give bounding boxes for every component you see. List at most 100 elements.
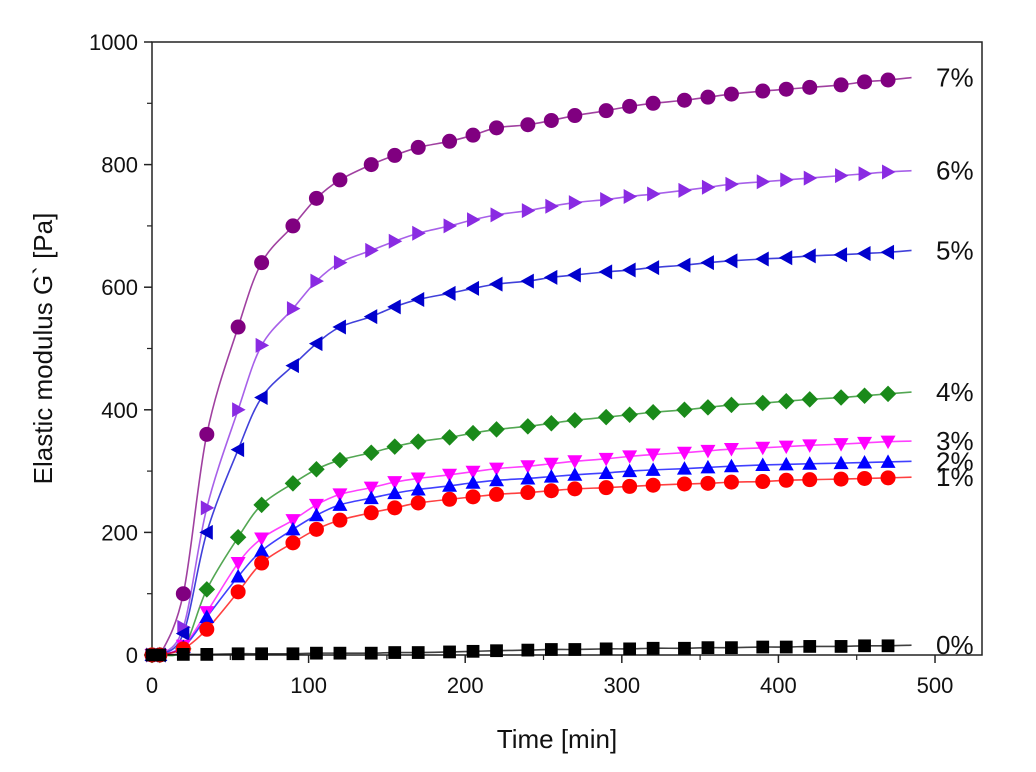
data-point	[253, 496, 270, 514]
data-point	[880, 470, 896, 486]
data-point	[230, 319, 246, 335]
data-point	[857, 436, 873, 451]
data-point	[199, 609, 215, 623]
x-tick-label: 100	[290, 673, 327, 698]
data-point	[676, 476, 692, 492]
data-point	[567, 455, 583, 469]
data-point	[780, 172, 794, 188]
data-point	[387, 500, 403, 516]
series-label: 4%	[936, 377, 974, 407]
data-point	[520, 470, 536, 485]
data-point	[410, 472, 426, 486]
data-point	[387, 476, 403, 490]
data-point	[543, 112, 559, 128]
data-point	[676, 446, 692, 461]
data-point	[363, 490, 379, 505]
data-point	[598, 452, 614, 467]
data-point	[310, 646, 323, 660]
data-point	[723, 474, 739, 490]
data-point	[465, 489, 481, 505]
data-point	[543, 415, 560, 432]
series-line	[151, 76, 912, 661]
data-point	[489, 472, 505, 487]
data-point	[199, 426, 215, 442]
data-point	[308, 507, 324, 522]
data-point	[230, 557, 246, 571]
series-markers	[143, 72, 897, 664]
data-point	[198, 581, 216, 598]
y-tick-label: 400	[101, 398, 138, 423]
data-point	[802, 248, 816, 264]
data-point	[363, 481, 379, 496]
data-point	[857, 74, 873, 90]
data-point	[200, 500, 215, 516]
data-point	[388, 233, 403, 249]
data-point	[881, 639, 895, 653]
data-point	[803, 170, 818, 186]
data-point	[520, 460, 536, 474]
data-point	[442, 285, 456, 301]
data-point	[232, 402, 246, 418]
data-point	[255, 337, 270, 353]
data-point	[255, 647, 268, 661]
series-markers-7	[145, 639, 895, 662]
data-point	[880, 435, 896, 450]
data-point	[331, 451, 349, 469]
data-point	[545, 198, 559, 214]
data-point	[285, 535, 301, 551]
data-point	[598, 264, 613, 280]
data-point	[521, 643, 535, 657]
data-point	[442, 478, 458, 492]
data-point	[441, 429, 458, 446]
data-point	[200, 648, 214, 661]
x-tick-label: 500	[917, 673, 954, 698]
data-point	[363, 505, 379, 521]
data-point	[802, 439, 818, 453]
data-point	[882, 164, 896, 180]
data-point	[778, 472, 794, 488]
data-point	[332, 488, 348, 502]
data-point	[254, 543, 270, 557]
data-point	[285, 358, 299, 374]
data-point	[835, 168, 849, 184]
data-point	[622, 98, 638, 114]
data-point	[567, 267, 581, 283]
data-point	[229, 529, 247, 546]
data-point	[801, 391, 818, 408]
data-point	[363, 157, 379, 173]
series-line	[151, 391, 912, 657]
y-tick-label: 0	[126, 643, 138, 668]
data-point	[779, 640, 793, 654]
data-point	[443, 218, 458, 234]
data-point	[803, 640, 817, 653]
data-point	[802, 456, 818, 470]
y-tick-label: 600	[101, 275, 138, 300]
data-point	[386, 438, 403, 455]
x-tick-label: 400	[760, 673, 797, 698]
data-point	[567, 108, 583, 124]
data-point	[778, 81, 794, 97]
data-point	[568, 195, 583, 211]
x-axis-title: Time [min]	[497, 724, 617, 754]
data-point	[755, 441, 771, 456]
data-point	[410, 481, 426, 496]
data-point	[725, 641, 738, 655]
data-point	[598, 465, 614, 479]
data-point	[623, 642, 637, 656]
data-point	[363, 309, 378, 325]
series-markers-3	[143, 385, 897, 664]
data-point	[725, 176, 739, 192]
data-point	[644, 404, 662, 421]
y-tick-label: 200	[101, 520, 138, 545]
data-point	[364, 646, 378, 660]
data-point	[489, 120, 505, 136]
data-point	[678, 182, 692, 198]
data-point	[880, 454, 896, 468]
data-point	[543, 469, 559, 483]
plot-frame	[151, 41, 983, 656]
data-point	[310, 273, 324, 289]
data-point	[254, 555, 270, 571]
data-point	[858, 639, 871, 653]
data-point	[723, 458, 739, 473]
